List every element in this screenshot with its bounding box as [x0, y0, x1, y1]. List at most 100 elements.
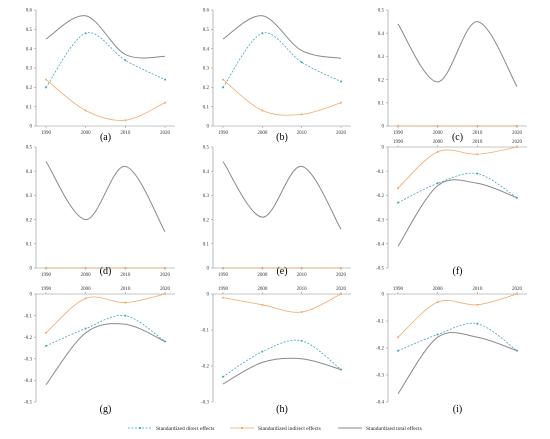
data-point-direct	[124, 59, 127, 62]
y-tick-label: -0.2	[376, 194, 384, 199]
x-tick-label: 1990	[218, 131, 229, 136]
data-point-indirect	[397, 125, 399, 127]
series-line-direct	[45, 314, 166, 347]
x-tick-label: 2020	[336, 131, 347, 136]
y-tick-label: -0.4	[376, 243, 384, 248]
y-tick-label: 0	[30, 125, 33, 130]
data-point-indirect	[300, 113, 303, 116]
y-tick-label: 0.4	[26, 47, 33, 52]
series-line-direct	[45, 32, 166, 88]
data-point-indirect	[84, 109, 87, 112]
y-tick-label: -0.2	[376, 347, 384, 352]
y-tick-label: 0.4	[203, 47, 210, 52]
data-point-indirect	[261, 267, 264, 269]
panel-label: (g)	[100, 404, 112, 415]
panel-i: -0.4 -0.3 -0.2 -0.1 0 1990 2000 2010 2020 (i)	[376, 287, 527, 415]
x-tick-label: 2020	[160, 273, 171, 278]
y-tick-label: -0.1	[201, 329, 209, 334]
x-tick-label: 1990	[218, 287, 229, 292]
y-tick-label: -0.4	[376, 401, 384, 406]
y-tick-label: 0	[30, 267, 33, 272]
panel-label: (f)	[453, 266, 463, 277]
data-point-indirect	[340, 267, 342, 269]
y-tick-label: 0.5	[203, 146, 210, 151]
panel-label: (e)	[276, 266, 287, 277]
panel-label: (h)	[276, 404, 288, 415]
y-tick-label: 0	[382, 293, 385, 298]
series-line-direct	[222, 32, 342, 88]
y-tick-label: 0.3	[26, 67, 33, 72]
y-tick-label: -0.5	[24, 401, 32, 406]
data-point-direct	[84, 32, 87, 35]
data-point-direct	[436, 333, 439, 336]
data-point-direct	[261, 350, 264, 353]
x-tick-label: 2000	[433, 140, 444, 145]
y-tick-label: 0.3	[26, 194, 33, 199]
panel-d: 0 0.1 0.2 0.3 0.4 0.5 1990 2000 2010 2020 (d)	[26, 146, 175, 278]
data-point-indirect	[164, 293, 166, 295]
data-point-indirect	[300, 311, 303, 313]
x-tick-label: 1990	[41, 287, 52, 292]
x-tick-label: 2000	[433, 131, 444, 136]
y-tick-label: -0.3	[376, 218, 384, 223]
x-tick-label: 2010	[472, 287, 483, 292]
data-point-indirect	[261, 109, 264, 112]
y-tick-label: 0.5	[26, 146, 33, 151]
data-point-indirect	[476, 303, 479, 306]
data-point-indirect	[222, 296, 224, 299]
y-tick-label: 0.1	[378, 102, 385, 107]
data-point-indirect	[222, 267, 224, 269]
y-tick-label: 0.1	[26, 105, 33, 110]
series-line-direct	[222, 339, 342, 378]
x-tick-label: 1990	[218, 273, 229, 278]
data-point-indirect	[300, 267, 303, 269]
x-tick-label: 2020	[160, 131, 171, 136]
series-line-total	[45, 161, 166, 232]
data-point-indirect	[261, 303, 264, 306]
y-tick-label: 0.1	[203, 105, 210, 110]
x-tick-label: 2000	[433, 287, 444, 292]
y-tick-label: 0.1	[26, 243, 33, 248]
y-tick-label: 0.5	[26, 28, 33, 33]
legend-label-indirect: Standardized indirect effects	[258, 425, 321, 432]
series-line-total	[397, 179, 518, 247]
y-tick-label: 0	[382, 125, 385, 130]
series-line-direct	[397, 172, 518, 204]
panel-a: 0 0.1 0.2 0.3 0.4 0.5 0.6 1990 2000 2010 2020 (a)	[26, 9, 175, 143]
y-tick-label: -0.1	[376, 320, 384, 325]
y-tick-label: 0.2	[26, 86, 33, 91]
data-point-indirect	[84, 267, 87, 269]
x-tick-label: 2000	[257, 131, 268, 136]
y-tick-label: -0.5	[376, 267, 384, 272]
data-point-direct	[164, 78, 166, 81]
panel-label: (b)	[276, 132, 288, 143]
x-tick-label: 1990	[41, 273, 52, 278]
x-tick-label: 2000	[81, 287, 92, 292]
y-tick-label: 0.5	[378, 9, 385, 14]
series-line-indirect	[45, 79, 166, 121]
legend: Standardized direct effects Standardized…	[128, 425, 422, 432]
y-tick-label: 0.2	[378, 78, 385, 83]
y-tick-label: 0.6	[203, 9, 210, 14]
data-point-indirect	[476, 153, 479, 156]
series-line-total	[222, 161, 342, 230]
y-tick-label: 0.6	[26, 9, 33, 14]
data-point-indirect	[164, 101, 166, 104]
x-tick-label: 2010	[472, 140, 483, 145]
panel-c: 0 0.1 0.2 0.3 0.4 0.5 1990 2000 2010 2020 (c)	[378, 9, 527, 143]
data-point-indirect	[222, 78, 224, 81]
x-tick-label: 2020	[512, 287, 523, 292]
panel-g: -0.5 -0.4 -0.3 -0.2 -0.1 0 1990 2000 2010 2020 (g)	[24, 287, 175, 415]
data-point-indirect	[164, 267, 166, 269]
panel-label: (d)	[100, 266, 112, 277]
x-tick-label: 1990	[393, 140, 404, 145]
x-tick-label: 2010	[120, 273, 131, 278]
y-tick-label: -0.3	[376, 374, 384, 379]
data-point-direct	[436, 182, 439, 185]
panel-label: (c)	[452, 132, 463, 143]
data-point-direct	[45, 86, 47, 89]
y-tick-label: -0.4	[24, 379, 32, 384]
data-point-indirect	[516, 146, 518, 148]
legend-marker-direct	[138, 426, 142, 430]
